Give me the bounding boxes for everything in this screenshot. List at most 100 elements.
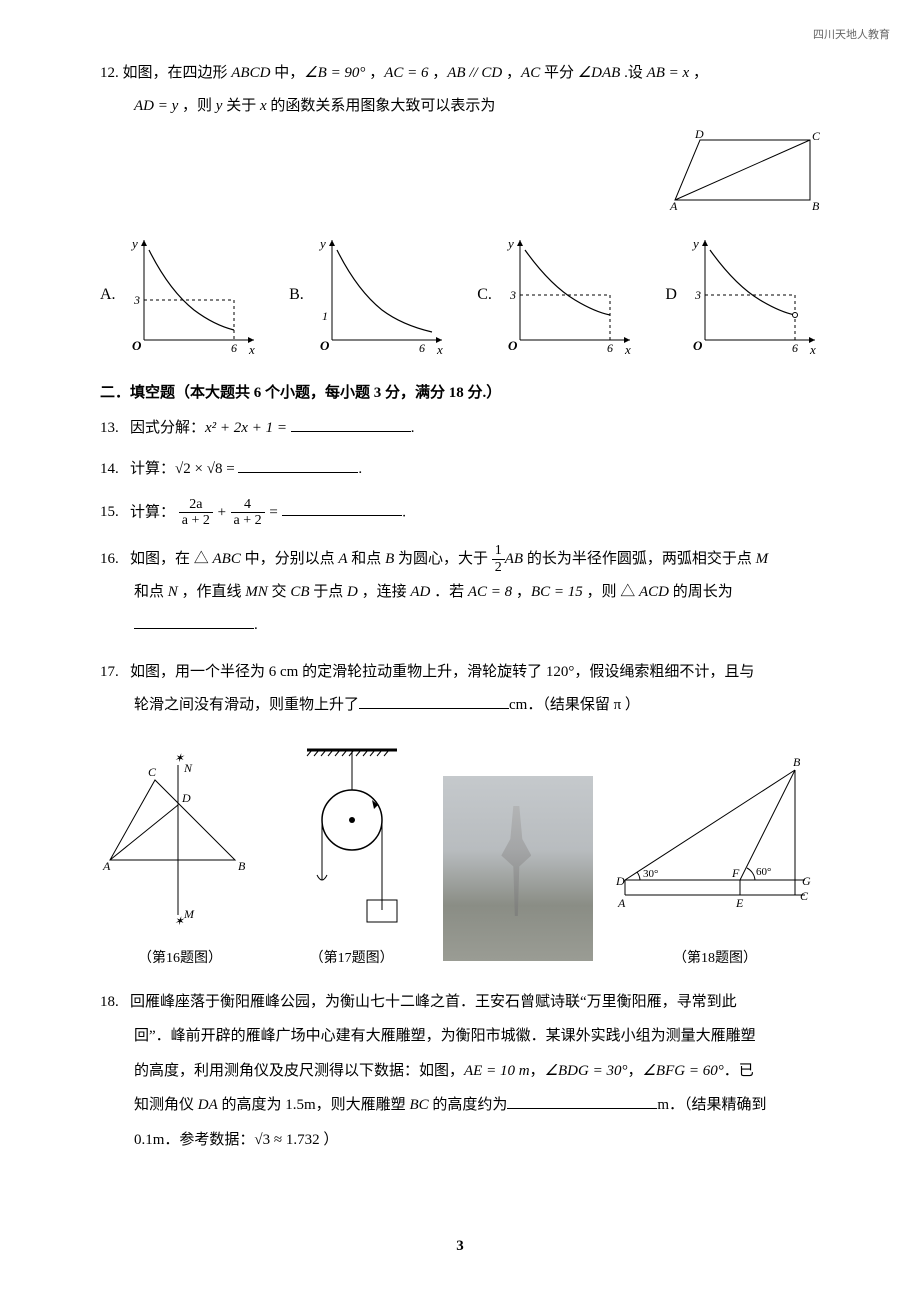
svg-text:A: A	[102, 859, 111, 873]
t: 的高度为 1.5m，则大雁雕塑	[218, 1097, 410, 1113]
section-2-title: 二．填空题（本大题共 6 个小题，每小题 3 分，满分 18 分.）	[100, 380, 820, 407]
bdg: ∠BDG = 30°	[545, 1063, 628, 1079]
t: ，作直线	[178, 584, 246, 600]
q18-num: 18.	[100, 985, 130, 1020]
t: 的周长为	[669, 584, 733, 600]
t: 回雁峰座落于衡阳雁峰公园，为衡山七十二峰之首．王安石曾赋诗联“万里衡阳雁，寻常到…	[130, 994, 737, 1010]
svg-text:O: O	[508, 338, 518, 353]
t: 知测角仪	[134, 1097, 198, 1113]
svg-text:60°: 60°	[756, 866, 771, 878]
c: ，	[502, 65, 521, 81]
svg-text:O: O	[320, 338, 330, 353]
question-13: 13.因式分解：x² + 2x + 1 = .	[100, 415, 820, 442]
svg-text:x: x	[809, 342, 816, 357]
svg-text:y: y	[506, 236, 514, 251]
dot: .	[402, 504, 406, 520]
t: 如图，用一个半径为 6 cm 的定滑轮拉动重物上升，滑轮旋转了 120°，假设绳…	[130, 664, 754, 680]
q13-num: 13.	[100, 415, 130, 442]
figure-18: B D F G A E C 30° 60° （第18题图）	[610, 750, 820, 971]
question-14: 14.计算：√2 × √8 = .	[100, 456, 820, 483]
c: ，	[429, 65, 448, 81]
t: ）	[320, 1132, 339, 1148]
t: ．已	[724, 1063, 754, 1079]
blank	[238, 458, 358, 473]
m: M	[756, 551, 769, 567]
question-16: 16.如图，在 △ ABC 中，分别以点 A 和点 B 为圆心，大于 12AB …	[100, 543, 820, 642]
bc: BC	[409, 1097, 428, 1113]
svg-text:6: 6	[792, 341, 798, 355]
chart-C: 3 6 O y x	[500, 230, 635, 360]
svg-text:G: G	[802, 874, 811, 888]
option-C: C. 3 6 O y x	[477, 230, 635, 360]
svg-text:1: 1	[322, 309, 328, 323]
chart-B: 1 6 O y x	[312, 230, 447, 360]
figures-row: ✶ ✶ C N D A B M （第16题图） （第17题图）	[100, 740, 820, 971]
ab: AB	[505, 551, 523, 567]
q12-num: 12.	[100, 65, 119, 81]
c: ，	[365, 65, 384, 81]
label-D: D	[694, 130, 704, 141]
svg-text:D: D	[181, 791, 191, 805]
unit: m．（结果精确到	[657, 1097, 766, 1113]
acd: ACD	[639, 584, 669, 600]
svg-text:x: x	[624, 342, 631, 357]
t: 为圆心，大于	[394, 551, 492, 567]
da: DA	[198, 1097, 218, 1113]
question-15: 15.计算： 2aa + 2 + 4a + 2 = .	[100, 497, 820, 529]
t: 0.1m．参考数据：	[134, 1132, 254, 1148]
t: 中，分别以点	[241, 551, 339, 567]
page-number: 3	[456, 1233, 464, 1260]
q15-label: 计算：	[130, 504, 175, 520]
dot: .	[411, 420, 415, 436]
d: D	[347, 584, 358, 600]
figure-16: ✶ ✶ C N D A B M （第16题图）	[100, 750, 260, 971]
chart-A: 3 6 O y x	[124, 230, 259, 360]
figure-17: （第17题图）	[277, 740, 427, 971]
t: ，	[530, 1063, 545, 1079]
t: 的高度，利用测角仪及皮尺测得以下数据：如图，	[134, 1063, 464, 1079]
t: ，则 △	[583, 584, 639, 600]
svg-text:F: F	[731, 866, 740, 880]
svg-text:M: M	[183, 907, 195, 921]
svg-text:E: E	[735, 896, 744, 910]
quadrilateral-diagram: A B C D	[650, 130, 820, 220]
eq: =	[268, 504, 278, 520]
bfg: ∠BFG = 60°	[642, 1063, 723, 1079]
abx: AB = x	[647, 65, 690, 81]
q15-num: 15.	[100, 499, 130, 526]
svg-text:D: D	[615, 874, 625, 888]
statue-photo	[443, 776, 593, 961]
svg-text:O: O	[693, 338, 703, 353]
dot: .	[358, 461, 362, 477]
ady: AD = y	[134, 98, 178, 114]
svg-text:6: 6	[607, 341, 613, 355]
question-18: 18.回雁峰座落于衡阳雁峰公园，为衡山七十二峰之首．王安石曾赋诗联“万里衡阳雁，…	[100, 985, 820, 1158]
svg-text:B: B	[238, 859, 246, 873]
x: x	[260, 98, 267, 114]
dab: ∠DAB	[578, 65, 621, 81]
option-letter-D: D	[665, 281, 677, 310]
par: AB // CD	[447, 65, 502, 81]
abcd: ABCD	[231, 65, 270, 81]
t: ，	[627, 1063, 642, 1079]
t: ，连接	[358, 584, 411, 600]
mn: MN	[245, 584, 268, 600]
t: 于点	[309, 584, 347, 600]
q17-num: 17.	[100, 656, 130, 689]
svg-text:6: 6	[231, 341, 237, 355]
blank	[507, 1094, 657, 1109]
cb: CB	[290, 584, 309, 600]
blank	[291, 417, 411, 432]
ad: AD	[410, 584, 430, 600]
q14-num: 14.	[100, 456, 130, 483]
t: ．若	[430, 584, 468, 600]
frac2: 4a + 2	[231, 497, 265, 529]
t: ，则	[178, 98, 216, 114]
t: 轮滑之间没有滑动，则重物上升了	[134, 697, 359, 713]
set: .设	[620, 65, 646, 81]
svg-text:B: B	[793, 755, 801, 769]
fig16-svg: ✶ ✶ C N D A B M	[100, 750, 260, 930]
option-B: B. 1 6 O y x	[289, 230, 447, 360]
b: B	[385, 551, 394, 567]
chart-D: 3 6 O y x	[685, 230, 820, 360]
